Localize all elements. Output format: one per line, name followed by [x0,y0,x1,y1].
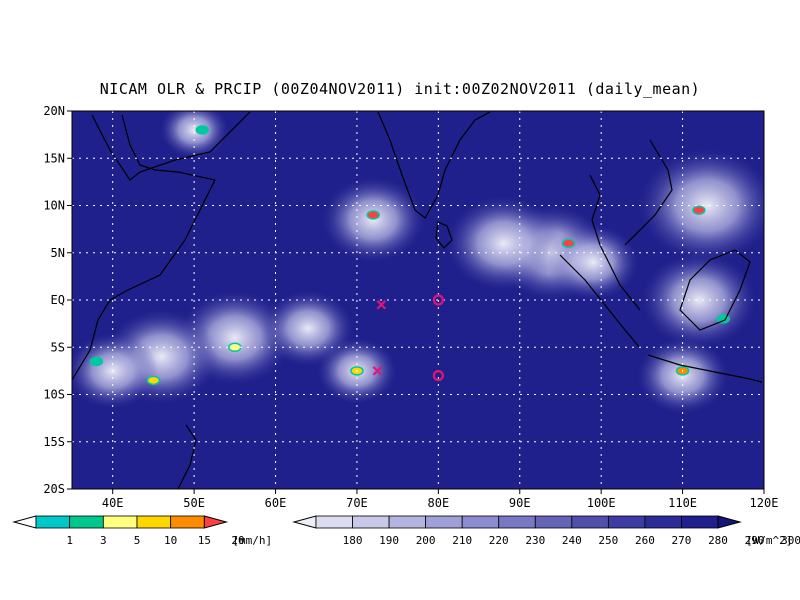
colorbar-swatch [35,515,71,529]
colorbar-swatch [425,515,463,529]
lat-tick-label: 10N [43,199,65,213]
colorbar-unit: [mm/h] [232,534,272,547]
map-field [72,111,764,489]
colorbar-swatch [461,515,500,529]
lat-lon-grid [72,111,764,489]
colorbars: 1 3 5 10 15 20[mm/h] 180 190 200 210 220 230 240 250 2… [12,515,800,547]
lat-tick-label: 15S [43,435,65,449]
colorbar-swatch [571,515,609,529]
colorbar-label: 190 [379,534,399,547]
colorbar-label: 250 [598,534,618,547]
colorbar-swatch [102,515,138,529]
cloud-cluster [638,148,764,263]
cloud-cluster [159,111,229,159]
cloud-cluster [547,224,639,300]
lon-tick-label: 40E [102,496,124,510]
colorbar-label: 260 [635,534,655,547]
cloud-cluster [72,333,159,409]
colorbar-label: 20 [231,534,244,547]
colorbar-label: 270 [672,534,692,547]
colorbar-label: 5 [134,534,141,547]
lon-tick-label: 100E [587,496,616,510]
coastline-sumatra [559,254,641,349]
colorbar-swatch [644,515,682,529]
coastline-vietnam [624,139,673,246]
colorbar-swatch [352,515,390,529]
lat-tick-label: 20S [43,482,65,496]
rain-spot [692,205,706,215]
precip-colorbar: 1 3 5 10 15 20[mm/h] [12,515,272,547]
lat-tick-label: 5S [51,340,65,354]
storm-circle-marker [432,370,444,382]
storm-circle-marker [432,294,444,306]
colorbar-label: 180 [343,534,363,547]
coastline-indochina [589,174,641,311]
coastline-borneo [679,249,751,331]
map-title: NICAM OLR & PRCIP (00Z04NOV2011) init:00… [99,80,701,98]
rain-spot [146,375,161,386]
lon-tick-label: 80E [428,496,450,510]
lon-tick-label: 50E [183,496,205,510]
lon-tick-label: 110E [668,496,697,510]
colorbar-label: 15 [198,534,211,547]
colorbar-label: 240 [562,534,582,547]
colorbar-swatch [136,515,172,529]
colorbar-label: 290 [745,534,765,547]
colorbar-label: 280 [708,534,728,547]
lon-tick-label: 120E [750,496,779,510]
olr-colorbar: 180 190 200 210 220 230 240 250 260 270 280 290 300[… [292,515,800,547]
rain-spot [366,210,380,220]
coastlines [72,111,763,489]
coastline-srilanka [435,221,453,249]
colorbar-swatch [534,515,573,529]
colorbar-unit: [W/m^2] [746,534,792,547]
colorbar-label: 3 [100,534,107,547]
lat-tick-label: 15N [43,151,65,165]
lon-tick-label: 60E [265,496,287,510]
colorbar-swatch [315,515,353,529]
lat-tick-label: 10S [43,388,65,402]
cloud-cluster [446,196,561,291]
colorbar-swatch [681,515,719,529]
coastline-arabia [91,111,251,181]
rain-spots [89,125,731,386]
colorbar-label: 230 [525,534,545,547]
colorbar-swatch [170,515,205,529]
lat-tick-label: 20N [43,104,65,118]
colorbar-swatch [498,515,536,529]
lat-tick-label: EQ [51,293,65,307]
axis-ticks: 40E 50E 60E 70E 80E 90E 100E 110E 120E 20N 15N 10N 5… [43,104,778,510]
rain-spot [89,356,104,367]
colorbar-label: 10 [164,534,177,547]
colorbar-label: 1 [66,534,73,547]
coastline-madagascar [177,424,197,489]
lon-tick-label: 90E [509,496,531,510]
cloud-cluster [262,290,354,367]
coastline-africa [72,114,216,381]
storm-x-marker [372,366,383,376]
storm-markers [372,294,444,382]
lon-tick-label: 70E [346,496,368,510]
colorbar-label: 200 [416,534,436,547]
coastline-java [647,354,763,383]
coastline-india [377,111,491,219]
colorbar-label: 220 [489,534,509,547]
cloud-cluster [641,252,756,348]
colorbar-label: 300 [781,534,800,547]
colorbar-label: 210 [452,534,472,547]
rain-spot [561,238,576,249]
colorbar-swatch [607,515,646,529]
lat-tick-label: 5N [51,246,65,260]
colorbar-swatch [388,515,427,529]
rain-spot [195,125,210,135]
colorbar-swatch [69,515,104,529]
storm-x-marker [376,299,387,310]
